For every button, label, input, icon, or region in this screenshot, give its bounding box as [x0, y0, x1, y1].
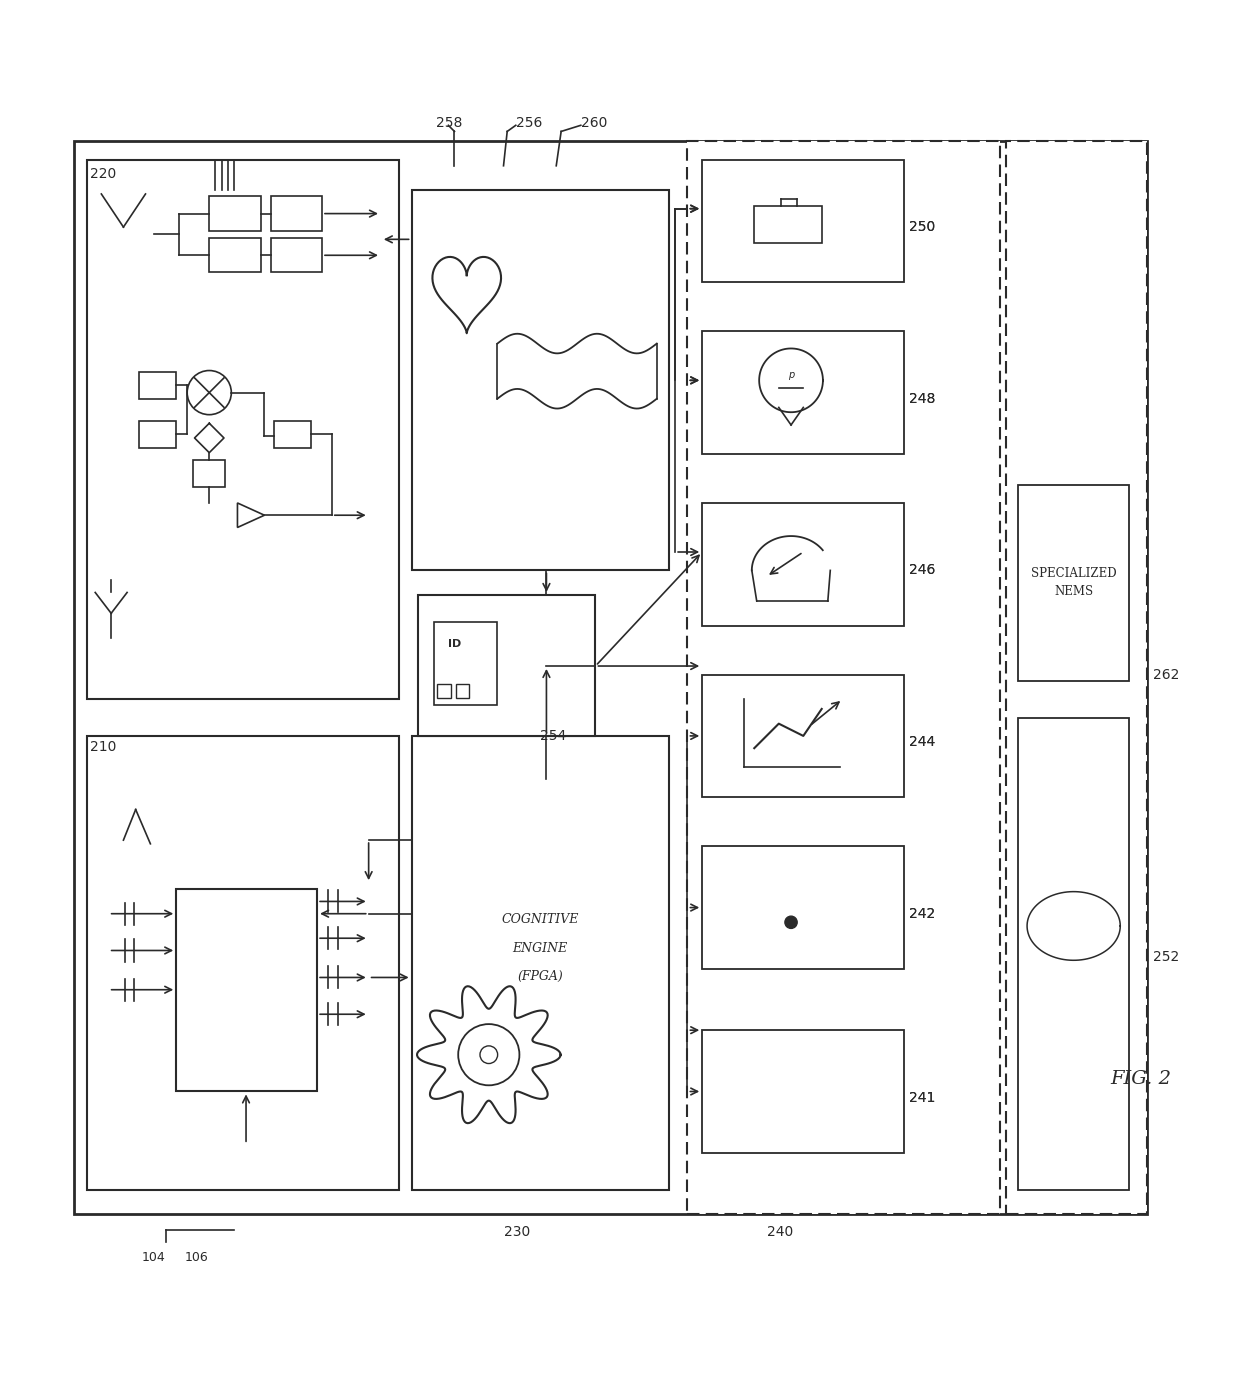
Text: 254: 254 — [541, 729, 567, 743]
Text: 244: 244 — [909, 735, 936, 748]
FancyBboxPatch shape — [702, 847, 904, 969]
Polygon shape — [429, 689, 479, 730]
FancyBboxPatch shape — [702, 159, 904, 283]
Text: 230: 230 — [503, 1225, 529, 1239]
Circle shape — [118, 837, 128, 847]
FancyBboxPatch shape — [270, 238, 322, 273]
Text: 241: 241 — [909, 1091, 936, 1105]
FancyBboxPatch shape — [1018, 485, 1128, 681]
FancyBboxPatch shape — [176, 890, 317, 1092]
FancyBboxPatch shape — [702, 331, 904, 453]
FancyBboxPatch shape — [438, 685, 451, 699]
Text: 220: 220 — [91, 168, 117, 182]
Text: p: p — [787, 370, 794, 380]
Text: 104: 104 — [141, 1250, 166, 1264]
FancyBboxPatch shape — [434, 622, 497, 705]
Text: 262: 262 — [1153, 668, 1179, 682]
FancyBboxPatch shape — [702, 503, 904, 625]
Text: 244: 244 — [909, 735, 936, 748]
FancyBboxPatch shape — [418, 595, 595, 736]
Text: 242: 242 — [909, 906, 936, 920]
Text: 248: 248 — [909, 392, 936, 406]
Text: 106: 106 — [185, 1250, 208, 1264]
Text: 246: 246 — [909, 563, 936, 578]
Text: 240: 240 — [768, 1225, 794, 1239]
FancyBboxPatch shape — [210, 238, 260, 273]
Text: SPECIALIZED
NEMS: SPECIALIZED NEMS — [1030, 567, 1116, 599]
FancyBboxPatch shape — [1006, 141, 1147, 1214]
FancyBboxPatch shape — [274, 421, 311, 448]
Text: ENGINE: ENGINE — [512, 941, 568, 955]
FancyBboxPatch shape — [139, 371, 176, 399]
Circle shape — [785, 916, 797, 929]
FancyBboxPatch shape — [456, 685, 469, 699]
FancyBboxPatch shape — [210, 197, 260, 230]
Text: COGNITIVE: COGNITIVE — [502, 913, 579, 926]
FancyBboxPatch shape — [87, 159, 399, 699]
FancyBboxPatch shape — [74, 141, 1147, 1214]
FancyBboxPatch shape — [702, 675, 904, 797]
FancyBboxPatch shape — [687, 141, 1001, 1214]
Text: 256: 256 — [516, 116, 542, 130]
Polygon shape — [237, 503, 264, 528]
Text: (FPGA): (FPGA) — [517, 970, 563, 983]
FancyBboxPatch shape — [1018, 718, 1128, 1189]
FancyBboxPatch shape — [412, 190, 670, 571]
Text: 260: 260 — [580, 116, 608, 130]
Text: 242: 242 — [909, 906, 936, 920]
Text: 241: 241 — [909, 1091, 936, 1105]
FancyBboxPatch shape — [139, 421, 176, 448]
Text: 250: 250 — [909, 220, 936, 234]
Text: ID: ID — [448, 639, 461, 649]
FancyBboxPatch shape — [412, 736, 670, 1189]
Text: 246: 246 — [909, 563, 936, 578]
Text: 252: 252 — [1153, 949, 1179, 963]
Text: 248: 248 — [909, 392, 936, 406]
Text: FIG. 2: FIG. 2 — [1111, 1070, 1172, 1088]
Circle shape — [146, 841, 156, 851]
Text: 250: 250 — [909, 220, 936, 234]
FancyBboxPatch shape — [193, 460, 226, 486]
Text: 258: 258 — [436, 116, 463, 130]
FancyBboxPatch shape — [754, 207, 822, 243]
FancyBboxPatch shape — [87, 736, 399, 1189]
FancyBboxPatch shape — [702, 1030, 904, 1153]
Circle shape — [480, 1046, 497, 1063]
Text: 210: 210 — [91, 740, 117, 754]
FancyBboxPatch shape — [270, 197, 322, 230]
